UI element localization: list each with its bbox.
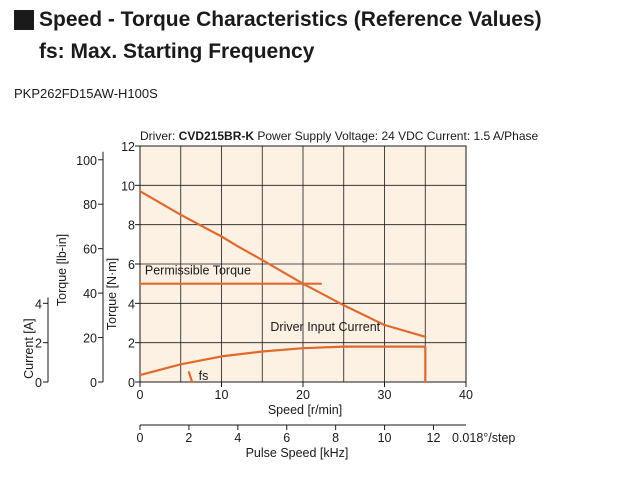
x-tick-label: 10 bbox=[215, 388, 229, 402]
driver-label: Driver: bbox=[140, 129, 179, 143]
chart-title: Speed - Torque Characteristics (Referenc… bbox=[39, 8, 542, 31]
x2-tick-label: 6 bbox=[283, 431, 290, 445]
x2-tick-label: 10 bbox=[378, 431, 392, 445]
title-bullet-icon bbox=[14, 10, 34, 30]
permissible-torque-annotation: Permissible Torque bbox=[145, 264, 251, 278]
x2-axis-label: Pulse Speed [kHz] bbox=[246, 446, 349, 460]
y2-tick-label: 80 bbox=[83, 198, 97, 212]
y3-tick-label: 4 bbox=[35, 297, 42, 311]
fs-line bbox=[187, 371, 194, 384]
x2-tick-label: 12 bbox=[427, 431, 441, 445]
y2-tick-label: 20 bbox=[83, 332, 97, 346]
x-tick-label: 20 bbox=[296, 388, 310, 402]
chart-conditions: Driver: CVD215BR-K Power Supply Voltage:… bbox=[140, 129, 539, 143]
y2-tick-label: 40 bbox=[83, 287, 97, 301]
chart-subtitle: fs: Max. Starting Frequency bbox=[39, 40, 315, 63]
y3-axis-label: Current [A] bbox=[22, 318, 36, 378]
x2-unit-label: 0.018°/step bbox=[452, 431, 515, 445]
x-tick-label: 30 bbox=[378, 388, 392, 402]
fs-annotation: fs bbox=[199, 369, 209, 383]
y-tick-label: 12 bbox=[121, 140, 135, 154]
driver-input-current-annotation: Driver Input Current bbox=[270, 320, 380, 334]
y2-axis-label: Torque [lb-in] bbox=[55, 234, 69, 306]
supply-voltage-label: Power Supply Voltage: 24 VDC bbox=[254, 129, 424, 143]
driver-name: CVD215BR-K bbox=[179, 129, 255, 143]
model-number: PKP262FD15AW-H100S bbox=[14, 86, 158, 101]
y-tick-label: 0 bbox=[128, 376, 135, 390]
x2-tick-label: 8 bbox=[332, 431, 339, 445]
y3-tick-label: 2 bbox=[35, 337, 42, 351]
y-axis-label: Torque [N·m] bbox=[105, 258, 119, 330]
x-axis-label: Speed [r/min] bbox=[268, 403, 342, 417]
y-tick-label: 4 bbox=[128, 297, 135, 311]
current-label: Current: 1.5 A/Phase bbox=[423, 129, 538, 143]
chart-title-row: Speed - Torque Characteristics (Referenc… bbox=[14, 6, 542, 34]
x-tick-label: 0 bbox=[137, 388, 144, 402]
y2-tick-label: 0 bbox=[90, 376, 97, 390]
title-block: Speed - Torque Characteristics (Referenc… bbox=[14, 6, 542, 66]
y-tick-label: 10 bbox=[121, 179, 135, 193]
x-tick-label: 40 bbox=[459, 388, 473, 402]
x2-tick-label: 2 bbox=[185, 431, 192, 445]
y-tick-label: 2 bbox=[128, 337, 135, 351]
y2-tick-label: 60 bbox=[83, 243, 97, 257]
y3-tick-label: 0 bbox=[35, 376, 42, 390]
x2-tick-label: 4 bbox=[234, 431, 241, 445]
y2-tick-label: 100 bbox=[76, 154, 97, 168]
x2-tick-label: 0 bbox=[137, 431, 144, 445]
pullout-torque-line bbox=[138, 190, 427, 338]
y-tick-label: 8 bbox=[128, 219, 135, 233]
y-tick-label: 6 bbox=[128, 258, 135, 272]
driver-input-current-line bbox=[138, 345, 427, 384]
